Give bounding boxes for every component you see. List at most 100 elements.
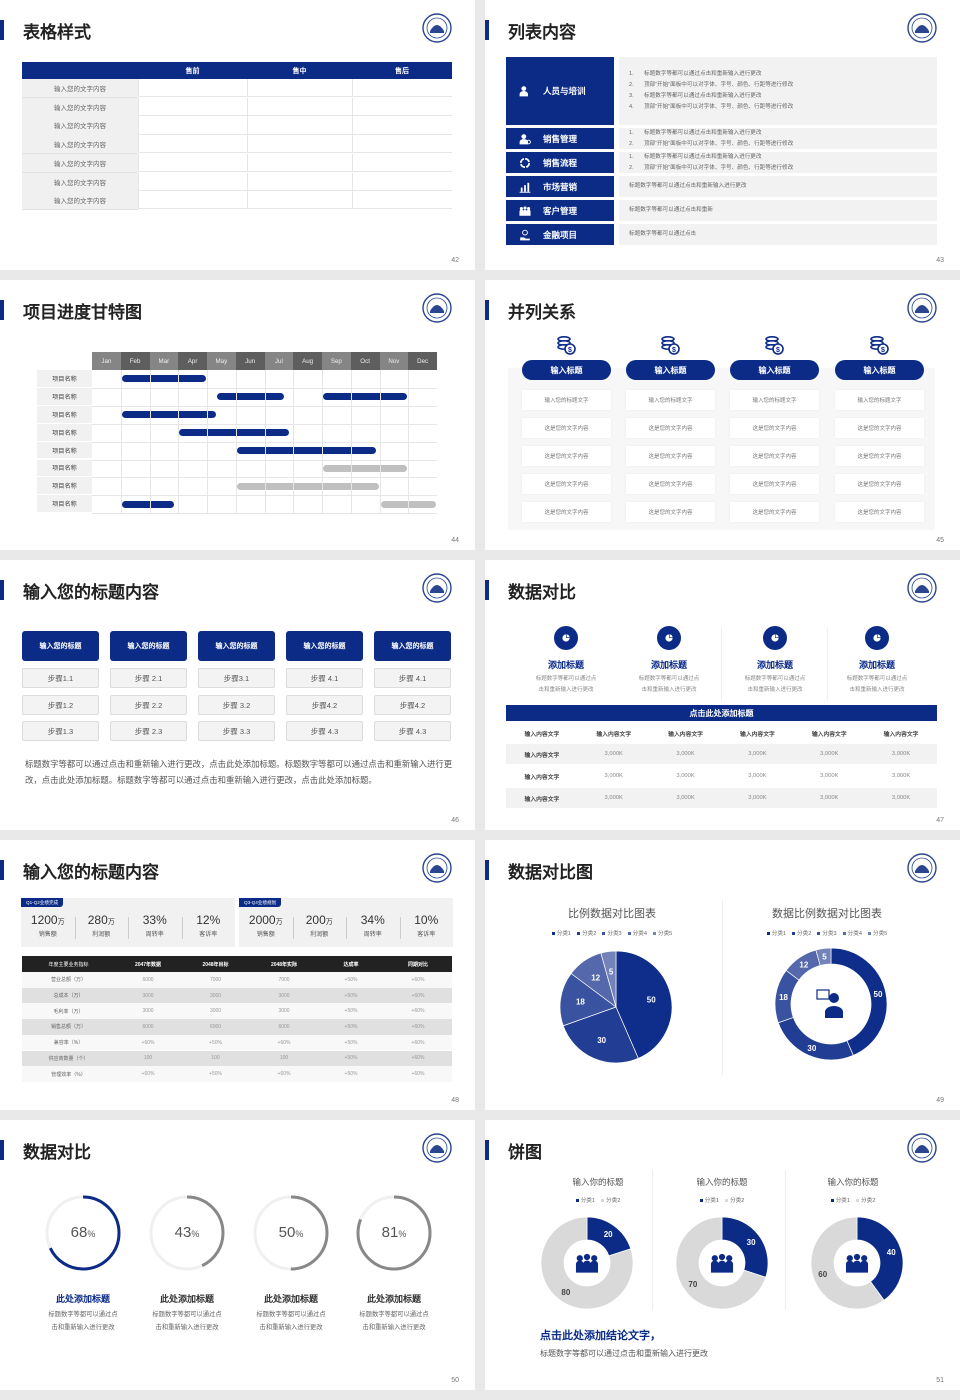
- column-item: 这是您的文字内容: [522, 474, 611, 494]
- table-cell[interactable]: [247, 153, 352, 172]
- table-cell[interactable]: [138, 97, 247, 116]
- title-accent-bar: [0, 20, 4, 40]
- legend-label: 分类4: [632, 931, 647, 937]
- kpi-table-cell: 3000: [209, 1008, 222, 1015]
- table-cell[interactable]: [247, 191, 352, 210]
- kpi-table-cell: 7000: [209, 976, 222, 983]
- kpi-table-cell: 6000: [278, 1023, 290, 1030]
- title-accent-bar: [0, 300, 4, 320]
- kpi-table-header-bar: [22, 956, 452, 972]
- step-column-title[interactable]: 输入您的标题: [110, 631, 187, 661]
- pie-slice: [856, 1216, 904, 1301]
- table-cell[interactable]: [138, 191, 247, 210]
- slide[interactable]: 数据对比 50 68% 此处添加标题 标题数字等都可以通过点 击和重新输入进行更改 43% 此…: [0, 1120, 475, 1390]
- list-item-header[interactable]: 客户管理: [506, 200, 614, 221]
- slide[interactable]: 数据对比图 49 比例数据对比图表 分类1 分类2 分类3 分类4 分类5 数据比例数据对比图表…: [485, 840, 960, 1110]
- table-row-bg: [506, 788, 937, 808]
- chart-legend: 分类1 分类2: [753, 1196, 953, 1204]
- step-column-title[interactable]: 输入您的标题: [374, 631, 451, 661]
- legend-swatch: [575, 1198, 579, 1202]
- table-cell: 3,000K: [748, 795, 767, 801]
- table-cell[interactable]: [247, 116, 352, 135]
- coins-icon: $: [765, 335, 784, 355]
- pie-slice: [559, 972, 617, 1027]
- slide[interactable]: 表格样式 42 售前 售中 售后 输入您的文字内容 输入您的文字内容 输入您的文字内容 输入您的…: [0, 0, 475, 270]
- table-cell[interactable]: [247, 79, 352, 98]
- gantt-bar[interactable]: [323, 464, 408, 472]
- slide[interactable]: 列表内容 43 人员与培训 1. 标题数字等都可以通过点击和重新输入进行更改 2. 顶部“开…: [485, 0, 960, 270]
- table-cell[interactable]: [138, 116, 247, 135]
- table-header-cell: 输入内容文字: [596, 731, 632, 738]
- gantt-bar[interactable]: [121, 411, 217, 419]
- list-item-body: 1. 标题数字等都可以通过点击和重新输入进行更改 2. 顶部“开始”面板中可以对字体、…: [619, 152, 937, 173]
- step-column-title[interactable]: 输入您的标题: [198, 631, 275, 661]
- list-item-header[interactable]: 金融项目: [506, 224, 614, 245]
- list-item-label: 客户管理: [543, 205, 578, 216]
- gantt-bar[interactable]: [216, 393, 284, 401]
- step-column-title[interactable]: 输入您的标题: [286, 631, 363, 661]
- gantt-bar[interactable]: [323, 393, 408, 401]
- column-title-pill[interactable]: 输入标题: [835, 360, 924, 380]
- pie-data-label: 50: [874, 990, 883, 999]
- gantt-bar[interactable]: [179, 429, 290, 437]
- table-cell[interactable]: [352, 153, 452, 172]
- gantt-bar[interactable]: [236, 447, 376, 455]
- title-accent-bar: [0, 1140, 4, 1160]
- slide[interactable]: 数据对比 47 添加标题 标题数字等都可以通过点 击和重新输入进行更改 添加标题 标题数字等…: [485, 560, 960, 830]
- kpi-label: 销售额: [256, 932, 275, 938]
- pie-chart: 50 30 18 12 5: [559, 950, 673, 1064]
- list-item-header[interactable]: 市场营销: [506, 176, 614, 197]
- legend-label: 分类3: [607, 931, 622, 937]
- slide[interactable]: 项目进度甘特图 44 Jan Feb Mar Apr May Jun Jul Aug Sep Oct N…: [0, 280, 475, 550]
- pie-data-label: 5: [609, 967, 614, 976]
- pie-data-label: 70: [688, 1280, 697, 1289]
- table-cell[interactable]: [352, 97, 452, 116]
- table-cell[interactable]: [138, 172, 247, 191]
- list-item-header[interactable]: 销售管理: [506, 128, 614, 149]
- feature-icon-circle: [657, 626, 681, 650]
- table-cell[interactable]: [352, 135, 452, 154]
- table-cell[interactable]: [138, 153, 247, 172]
- legend-item: 分类1: [551, 929, 571, 937]
- kpi-table-row: [22, 1050, 452, 1067]
- title-accent-bar: [485, 860, 489, 880]
- kpi-value: 33%: [128, 913, 182, 927]
- list-line-text: 标题数字等都可以通过点击和重新输入进行更改: [644, 71, 762, 78]
- table-cell[interactable]: [352, 172, 452, 191]
- slide[interactable]: 并列关系 45 $ 输入标题 输入您的标题文字 这是您的文字内容 这是您的文字内容 这是您的文…: [485, 280, 960, 550]
- table-cell: 3,000K: [891, 773, 911, 779]
- table-cell[interactable]: [138, 79, 247, 98]
- column-title-pill[interactable]: 输入标题: [626, 360, 715, 380]
- legend-item: 分类2: [601, 1196, 620, 1204]
- step-column-title[interactable]: 输入您的标题: [22, 631, 99, 661]
- column-item: 这是您的文字内容: [835, 474, 924, 494]
- slide[interactable]: 输入您的标题内容 46 输入您的标题 步骤1.1 步骤1.2 步骤1.3 输入您的标题 步骤 …: [0, 560, 475, 830]
- ring-progress: [253, 1195, 329, 1271]
- gantt-bar[interactable]: [121, 500, 175, 508]
- column-title-pill[interactable]: 输入标题: [730, 360, 819, 380]
- slide[interactable]: 饼图 51 输入你的标题 分类1 分类2 20 80 输入你的标题 分类1 分类2 30 70 输入你的…: [485, 1120, 960, 1390]
- table-cell[interactable]: [247, 172, 352, 191]
- gantt-bar[interactable]: [121, 375, 206, 383]
- pie-slice: [815, 947, 832, 966]
- table-cell[interactable]: [247, 97, 352, 116]
- step-box: 步骤 4.3: [286, 721, 363, 741]
- list-item-header[interactable]: 人员与培训: [506, 57, 614, 125]
- column-title-pill[interactable]: 输入标题: [522, 360, 611, 380]
- kpi-table-cell: +60%: [277, 1039, 291, 1046]
- list-item-header[interactable]: 销售流程: [506, 152, 614, 173]
- legend-label: 分类2: [797, 931, 812, 937]
- table-cell[interactable]: [247, 135, 352, 154]
- table-cell[interactable]: [138, 135, 247, 154]
- slide[interactable]: 输入您的标题内容 48 Q1-Q2业绩完成 1200 万销售额 280 万利润额 33% 周转率…: [0, 840, 475, 1110]
- feature-icon-circle: [763, 626, 787, 650]
- ring-unit: %: [191, 1229, 200, 1239]
- ring-percent: 50: [278, 1224, 296, 1241]
- table-cell[interactable]: [352, 79, 452, 98]
- pie-data-label: 18: [576, 998, 585, 1007]
- table-row-label: 输入您的文字内容: [22, 116, 138, 136]
- table-cell[interactable]: [352, 191, 452, 210]
- table-cell[interactable]: [352, 116, 452, 135]
- chart-legend: 分类1 分类2: [498, 1196, 698, 1204]
- gantt-bar[interactable]: [236, 482, 379, 490]
